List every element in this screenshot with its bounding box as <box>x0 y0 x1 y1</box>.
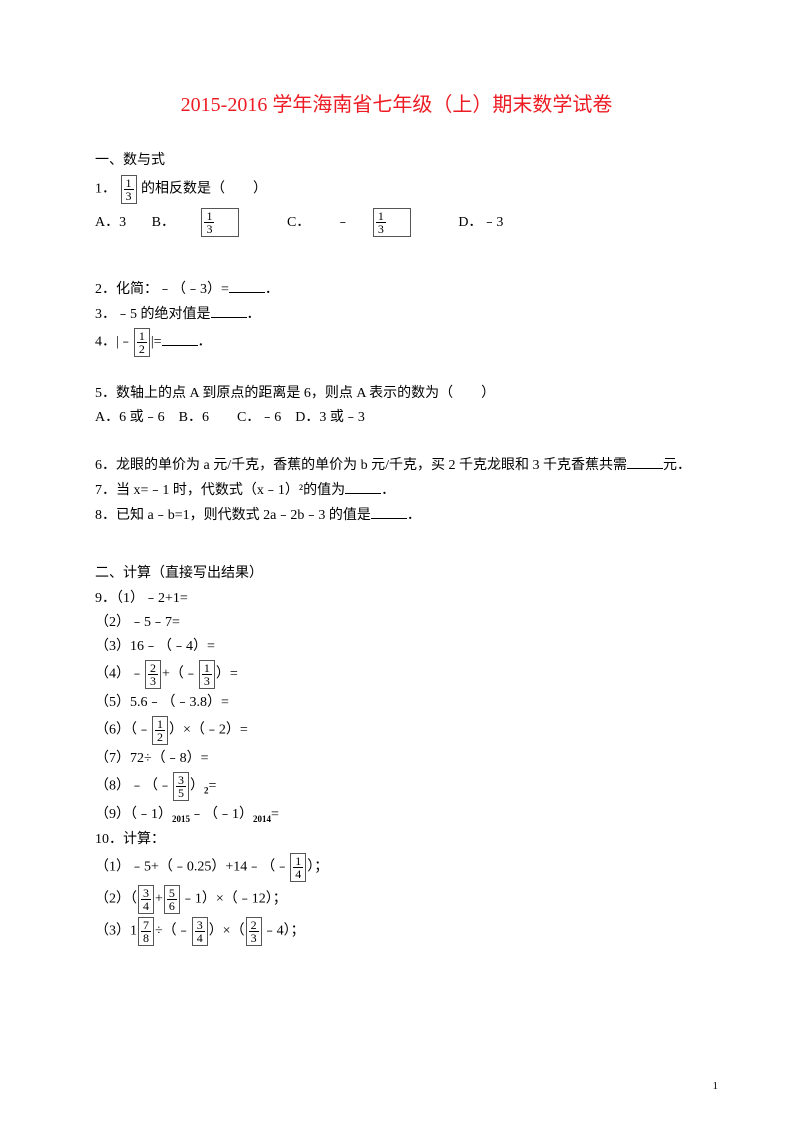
q1-opt-c: C． ﹣ 1 3 <box>287 215 436 230</box>
blank <box>162 331 198 346</box>
exam-page: 2015-2016 学年海南省七年级（上）期末数学试卷 一、数与式 1． 1 3… <box>0 0 793 989</box>
q10-head: 10．计算： <box>95 829 698 850</box>
q9-1: 9．（1）﹣2+1= <box>95 588 698 609</box>
fraction-1-2: 1 2 <box>134 328 150 357</box>
blank <box>345 479 381 494</box>
q1-text: 的相反数是（ ） <box>141 182 267 197</box>
q9-6: （6）（﹣ 1 2 ）×（﹣2）= <box>95 716 698 745</box>
question-1: 1． 1 3 的相反数是（ ） <box>95 175 698 204</box>
q9-7: （7）72÷（﹣8）= <box>95 748 698 769</box>
section-1-heading: 一、数与式 <box>95 150 698 171</box>
q1-opt-a: A．3 <box>95 215 126 230</box>
q10-3: （3）1 7 8 ÷（﹣ 3 4 ）×（ 2 3 ﹣4）； <box>95 917 698 946</box>
question-2: 2．化简：﹣（﹣3）=． <box>95 278 698 300</box>
blank <box>211 303 247 318</box>
blank <box>371 504 407 519</box>
q10-2: （2）（ 3 4 + 5 6 ﹣1）×（﹣12）； <box>95 885 698 914</box>
question-5: 5．数轴上的点 A 到原点的距离是 6，则点 A 表示的数为（ ） <box>95 383 698 404</box>
q1-opt-d: D．﹣3 <box>458 215 503 230</box>
q9-2: （2）﹣5﹣7= <box>95 612 698 633</box>
fraction-3-5: 3 5 <box>173 772 189 801</box>
question-7: 7．当 x=﹣1 时，代数式（x﹣1）²的值为． <box>95 479 698 501</box>
fraction-1-3c: 1 3 <box>199 660 215 689</box>
question-3: 3．﹣5 的绝对值是． <box>95 303 698 325</box>
q1-opt-b: B． 1 3 <box>152 215 265 230</box>
q9-3: （3）16﹣（﹣4）= <box>95 636 698 657</box>
fraction-1-3b: 1 3 <box>201 208 239 237</box>
fraction-1-3: 1 3 <box>121 175 137 204</box>
q5-options: A．6 或﹣6 B．6 C．﹣6 D．3 或﹣3 <box>95 407 698 428</box>
fraction-neg-1-3: 1 3 <box>373 208 411 237</box>
fraction-5-6: 5 6 <box>164 885 180 914</box>
q9-5: （5）5.6﹣（﹣3.8）= <box>95 692 698 713</box>
q9-9: （9）（﹣1）2015﹣（﹣1）2014= <box>95 804 698 826</box>
fraction-3-4: 3 4 <box>138 885 154 914</box>
fraction-2-3: 2 3 <box>145 660 161 689</box>
fraction-1-4: 1 4 <box>290 853 306 882</box>
fraction-1-2b: 1 2 <box>152 716 168 745</box>
blank <box>627 454 663 469</box>
question-4: 4．|﹣ 1 2 |=． <box>95 328 698 357</box>
page-number: 1 <box>713 1080 719 1092</box>
q10-1: （1）﹣5+（﹣0.25）+14﹣（﹣ 1 4 ）； <box>95 853 698 882</box>
question-6: 6．龙眼的单价为 a 元/千克，香蕉的单价为 b 元/千克，买 2 千克龙眼和 … <box>95 454 698 476</box>
question-8: 8．已知 a﹣b=1，则代数式 2a﹣2b﹣3 的值是． <box>95 504 698 526</box>
page-title: 2015-2016 学年海南省七年级（上）期末数学试卷 <box>95 90 698 120</box>
blank <box>229 278 265 293</box>
fraction-3-4b: 3 4 <box>192 917 208 946</box>
fraction-7-8: 7 8 <box>138 917 154 946</box>
q1-prefix: 1． <box>95 182 116 197</box>
section-2-heading: 二、计算（直接写出结果） <box>95 563 698 584</box>
q1-options: A．3 B． 1 3 C． ﹣ 1 3 D．﹣3 <box>95 208 698 237</box>
q9-8: （8）﹣（﹣ 3 5 ）2= <box>95 772 698 801</box>
fraction-2-3b: 2 3 <box>246 917 262 946</box>
q9-4: （4）﹣ 2 3 +（﹣ 1 3 ）= <box>95 660 698 689</box>
